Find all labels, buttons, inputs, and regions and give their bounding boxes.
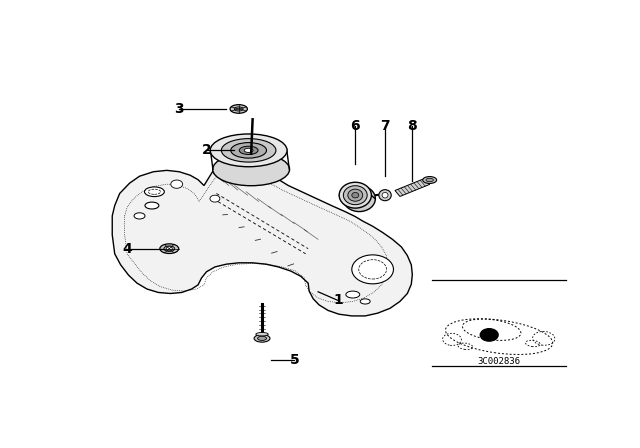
Ellipse shape bbox=[426, 178, 433, 182]
Ellipse shape bbox=[343, 186, 376, 211]
Ellipse shape bbox=[244, 148, 253, 152]
Polygon shape bbox=[395, 178, 429, 197]
Ellipse shape bbox=[423, 177, 436, 184]
Ellipse shape bbox=[352, 193, 359, 198]
Ellipse shape bbox=[256, 332, 268, 336]
Polygon shape bbox=[112, 157, 412, 316]
Ellipse shape bbox=[257, 336, 266, 340]
Text: 6: 6 bbox=[351, 119, 360, 133]
Ellipse shape bbox=[254, 335, 270, 342]
Ellipse shape bbox=[145, 187, 164, 197]
Ellipse shape bbox=[346, 291, 360, 298]
Text: 3: 3 bbox=[174, 102, 184, 116]
Ellipse shape bbox=[221, 138, 276, 162]
Ellipse shape bbox=[210, 134, 287, 167]
Ellipse shape bbox=[382, 193, 388, 198]
Ellipse shape bbox=[239, 146, 258, 155]
Ellipse shape bbox=[339, 182, 371, 208]
Text: 7: 7 bbox=[380, 119, 390, 133]
Text: 2: 2 bbox=[202, 143, 211, 157]
Text: 5: 5 bbox=[289, 353, 299, 367]
Ellipse shape bbox=[134, 213, 145, 219]
Ellipse shape bbox=[212, 153, 289, 186]
Ellipse shape bbox=[348, 189, 363, 201]
Ellipse shape bbox=[379, 190, 391, 201]
Ellipse shape bbox=[145, 202, 159, 209]
Ellipse shape bbox=[230, 105, 248, 113]
Ellipse shape bbox=[160, 244, 179, 254]
Text: 8: 8 bbox=[408, 119, 417, 133]
Ellipse shape bbox=[344, 186, 367, 205]
Circle shape bbox=[166, 246, 172, 251]
Circle shape bbox=[171, 180, 182, 188]
Text: 1: 1 bbox=[333, 293, 343, 307]
Ellipse shape bbox=[234, 107, 243, 111]
Circle shape bbox=[480, 329, 498, 341]
Text: 4: 4 bbox=[122, 241, 132, 256]
Ellipse shape bbox=[360, 299, 370, 304]
Ellipse shape bbox=[164, 246, 175, 251]
Circle shape bbox=[210, 195, 220, 202]
Ellipse shape bbox=[231, 142, 266, 158]
Circle shape bbox=[352, 255, 394, 284]
Text: 3C002836: 3C002836 bbox=[477, 357, 520, 366]
